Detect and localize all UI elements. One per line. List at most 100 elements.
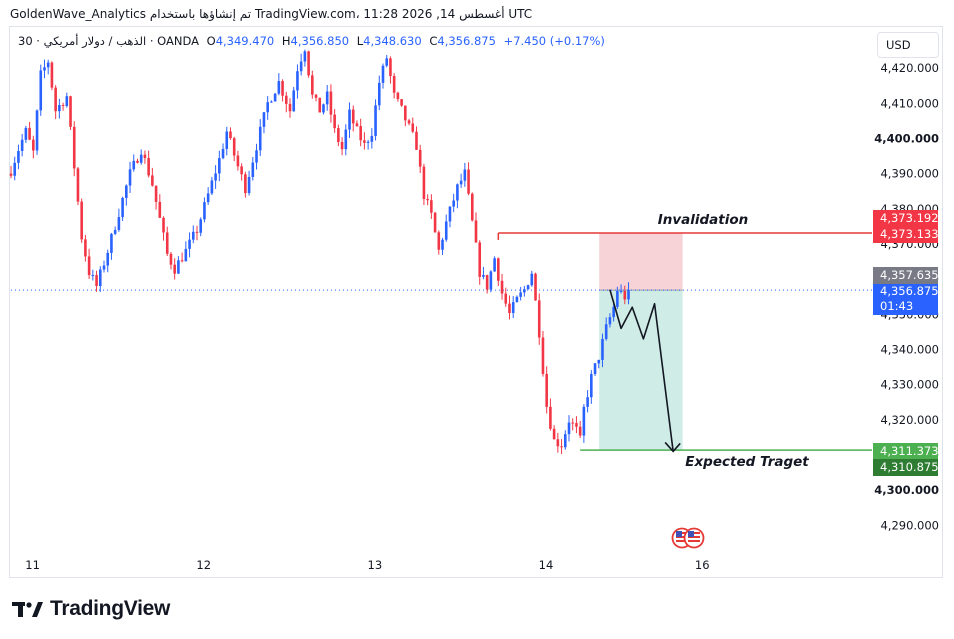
candle-body (84, 239, 87, 257)
candle-body (284, 95, 288, 104)
candle-body (110, 233, 113, 253)
x-tick-label: 13 (368, 558, 383, 572)
candle-body (448, 206, 452, 222)
chart-caption: GoldenWave_Analytics تم إنشاؤها باستخدام… (10, 7, 533, 21)
candle-body (411, 123, 415, 132)
candle-body (50, 62, 54, 88)
candle-body (407, 120, 411, 124)
last-price-tag: 4,356.875 01:43 (873, 284, 939, 315)
candle-body (489, 271, 493, 290)
candle-body (177, 260, 180, 274)
y-tick-label: 4,400.000 (874, 132, 939, 146)
candle-body (288, 103, 292, 112)
x-tick-label: 12 (196, 558, 211, 572)
candle-body (258, 126, 262, 151)
candle-body (575, 423, 578, 427)
candle-body (418, 149, 422, 167)
candle-body (154, 185, 158, 202)
candle-body (370, 135, 374, 142)
candle-body (65, 96, 69, 106)
candle-body (188, 239, 191, 249)
candle-body (225, 131, 229, 149)
candle-body (13, 162, 17, 176)
candle-body (262, 112, 266, 127)
tradingview-logo-icon (12, 602, 43, 617)
candle-body (586, 397, 589, 407)
candle-body (9, 173, 13, 176)
y-tick-label: 4,420.000 (880, 61, 939, 75)
candle-body (593, 363, 597, 375)
bar-countdown: 01:43 (880, 299, 914, 313)
close-label: C (429, 34, 438, 48)
x-tick-label: 14 (539, 558, 554, 572)
candle-body (98, 269, 102, 286)
open-value: 4,349.470 (215, 34, 275, 48)
projection-arrow-head (664, 441, 681, 453)
candle-body (601, 338, 604, 360)
y-tick-label: 4,290.000 (880, 518, 939, 532)
candle-body (325, 91, 329, 105)
candle-body (180, 260, 184, 262)
candle-body (485, 274, 489, 290)
candle-body (374, 105, 377, 136)
candle-body (344, 129, 348, 150)
candle-body (229, 131, 232, 139)
candle-body (162, 217, 165, 233)
candle-body (113, 229, 117, 234)
y-tick-label: 4,300.000 (874, 483, 939, 497)
candle-body (422, 166, 426, 199)
candle-body (191, 231, 195, 240)
candle-body (470, 193, 474, 221)
y-tick-label: 4,340.000 (880, 342, 939, 356)
candle-body (363, 140, 366, 143)
candle-body (396, 92, 400, 100)
candle-body (281, 81, 284, 96)
candle-body (474, 220, 478, 243)
candle-body (537, 300, 541, 338)
candle-body (240, 166, 243, 175)
candle-body (173, 264, 176, 274)
stop-loss-zone (599, 232, 683, 291)
candle-body (456, 184, 459, 201)
candle-body (604, 324, 608, 339)
projection-path (609, 289, 674, 452)
candle-body (627, 290, 630, 300)
candle-body (515, 296, 519, 303)
candle-body (266, 102, 269, 113)
candle-body (578, 426, 582, 436)
currency-button[interactable]: USD (877, 32, 939, 58)
candle-body (244, 174, 247, 194)
candle-body (251, 162, 255, 178)
candle-body (519, 292, 522, 297)
candle-body (277, 81, 281, 94)
candle-body (571, 422, 575, 424)
candle-body (389, 58, 392, 76)
invalidation-lower-tag: 4,373.133 (873, 226, 939, 243)
invalidation-upper-tag: 4,373.192 (873, 210, 939, 226)
candle-body (32, 139, 35, 151)
candle-body (303, 51, 307, 62)
tradingview-logo[interactable]: TradingView (12, 596, 170, 622)
candle-body (612, 306, 615, 318)
candle-body (128, 169, 132, 186)
candle-body (511, 302, 515, 314)
candle-body (534, 273, 537, 301)
candle-body (500, 280, 504, 294)
candle-body (117, 217, 121, 230)
candle-body (69, 96, 72, 127)
candle-body (560, 446, 563, 448)
candle-body (80, 201, 83, 240)
candle-body (206, 193, 210, 203)
event-flag-canton (676, 531, 682, 537)
candle-body (444, 221, 448, 240)
candle-body (39, 70, 43, 111)
candle-body (619, 290, 623, 292)
candle-body (351, 109, 355, 124)
candle-body (430, 200, 433, 213)
candle-body (340, 141, 344, 150)
candle-body (497, 258, 500, 281)
candle-body (366, 141, 370, 143)
candle-body (218, 158, 221, 174)
x-tick-label: 11 (25, 558, 40, 572)
